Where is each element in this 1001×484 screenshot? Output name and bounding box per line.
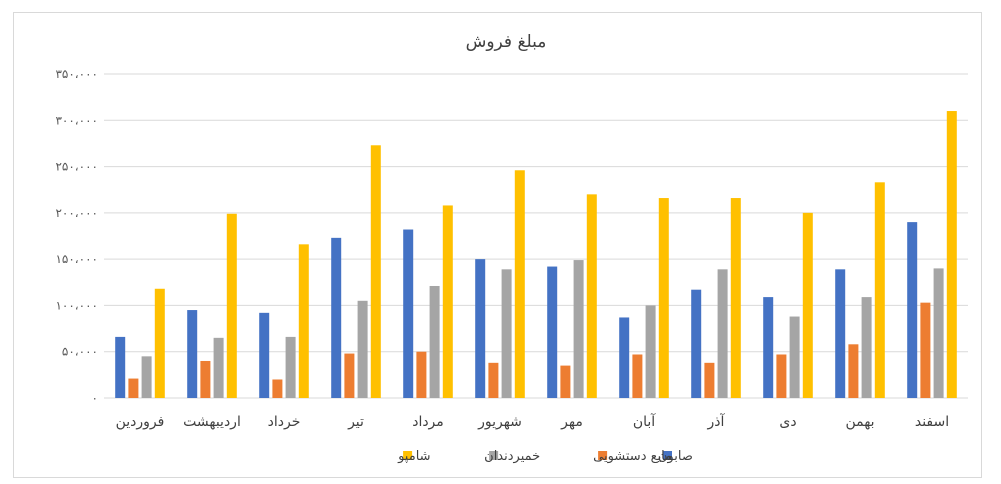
bar-0-2 <box>141 356 152 398</box>
bar-11-0 <box>907 222 918 398</box>
x-tick-label: مهر <box>560 414 583 430</box>
bar-4-2 <box>429 285 440 398</box>
bar-7-2 <box>645 305 656 398</box>
bar-0-0 <box>115 336 126 398</box>
x-tick-label: آبان <box>633 413 656 430</box>
y-tick-label: ۲۰۰،۰۰۰ <box>55 206 98 220</box>
chart-container: مبلغ فروش ۰ ۵۰،۰۰۰ ۱۰۰،۰۰۰ ۱۵۰،۰۰۰ ۲۰۰،۰۰۰ ۲۵… <box>13 12 982 478</box>
x-tick-label: تیر <box>347 414 364 430</box>
y-axis-ticks: ۰ ۵۰،۰۰۰ ۱۰۰،۰۰۰ ۱۵۰،۰۰۰ ۲۰۰،۰۰۰ ۲۵۰،۰۰۰ ۳۰۰،۰… <box>55 67 98 405</box>
bar-7-0 <box>619 317 630 398</box>
bar-7-1 <box>632 354 643 398</box>
bar-3-2 <box>357 300 368 398</box>
y-tick-label: ۰ <box>92 391 98 405</box>
y-tick-label: ۵۰،۰۰۰ <box>62 345 98 359</box>
bar-5-0 <box>475 259 486 398</box>
legend-label: صابون <box>658 449 693 464</box>
x-axis-ticks: فروردین اردیبهشت خرداد تیر مرداد شهریور مهر آبا… <box>116 413 950 430</box>
y-tick-label: ۳۵۰،۰۰۰ <box>55 67 98 81</box>
bar-8-2 <box>717 269 728 398</box>
bar-10-3 <box>874 182 885 398</box>
bar-3-0 <box>331 237 342 398</box>
bar-11-3 <box>946 111 957 399</box>
bar-8-1 <box>704 362 715 398</box>
legend-label: خمیردندان <box>484 449 540 464</box>
bar-10-1 <box>848 344 859 398</box>
bar-2-2 <box>285 336 296 398</box>
x-tick-label: دی <box>779 414 796 430</box>
x-tick-label: آذر <box>707 413 726 430</box>
bar-chart: مبلغ فروش ۰ ۵۰،۰۰۰ ۱۰۰،۰۰۰ ۱۵۰،۰۰۰ ۲۰۰،۰۰۰ ۲۵… <box>55 32 968 464</box>
bar-5-3 <box>514 170 525 398</box>
bar-9-1 <box>776 354 787 398</box>
bars <box>115 111 957 399</box>
bar-5-2 <box>501 269 512 398</box>
bar-9-3 <box>802 212 813 398</box>
chart-title: مبلغ فروش <box>466 32 547 52</box>
gridlines <box>104 73 968 399</box>
x-tick-label: فروردین <box>116 414 165 430</box>
y-tick-label: ۳۰۰،۰۰۰ <box>55 113 98 127</box>
bar-6-2 <box>573 260 584 398</box>
y-tick-label: ۱۰۰،۰۰۰ <box>55 298 98 312</box>
bar-0-3 <box>154 288 165 398</box>
legend-label: شامپو <box>397 449 430 464</box>
bar-9-2 <box>789 316 800 398</box>
bar-2-0 <box>259 312 270 398</box>
bar-6-3 <box>586 194 597 398</box>
legend-label: مایع دستشویی <box>593 449 672 464</box>
legend-swatch <box>598 451 608 460</box>
bar-4-0 <box>403 229 414 398</box>
y-tick-label: ۲۵۰،۰۰۰ <box>55 160 98 174</box>
x-tick-label: اردیبهشت <box>183 414 241 430</box>
bar-6-0 <box>547 266 558 398</box>
x-tick-label: خرداد <box>268 414 301 430</box>
bar-8-0 <box>691 289 702 398</box>
x-tick-label: شهریور <box>477 414 522 430</box>
bar-5-1 <box>488 362 499 398</box>
bar-2-1 <box>272 379 283 398</box>
legend-swatch <box>663 451 672 460</box>
bar-3-3 <box>370 145 381 398</box>
bar-9-0 <box>763 297 774 398</box>
bar-10-0 <box>835 269 846 398</box>
bar-6-1 <box>560 365 571 398</box>
x-tick-label: بهمن <box>845 414 874 430</box>
bar-8-3 <box>730 198 741 398</box>
y-tick-label: ۱۵۰،۰۰۰ <box>55 252 98 266</box>
bar-1-2 <box>213 337 224 398</box>
bar-2-3 <box>298 244 309 398</box>
x-tick-label: مرداد <box>412 414 444 430</box>
bar-11-1 <box>920 302 931 398</box>
legend-swatch <box>489 451 499 460</box>
bar-4-3 <box>442 205 453 398</box>
x-tick-label: اسفند <box>915 414 949 430</box>
bar-1-3 <box>226 213 237 398</box>
bar-7-3 <box>658 198 669 398</box>
bar-0-1 <box>128 378 139 398</box>
bar-10-2 <box>861 297 872 398</box>
bar-1-0 <box>187 310 198 398</box>
bar-4-1 <box>416 351 427 398</box>
bar-11-2 <box>933 268 944 398</box>
legend-swatch <box>403 451 413 460</box>
bar-3-1 <box>344 353 355 398</box>
bar-1-1 <box>200 360 211 398</box>
